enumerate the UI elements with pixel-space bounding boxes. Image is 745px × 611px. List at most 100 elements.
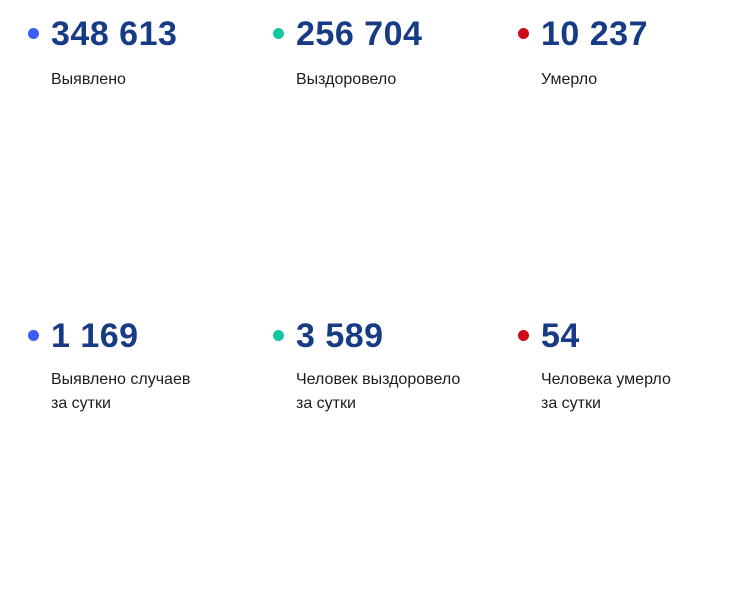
bar bbox=[573, 194, 579, 250]
blue-dot-icon bbox=[28, 28, 39, 39]
y-tick-label: 0 bbox=[274, 569, 279, 579]
bar bbox=[146, 143, 150, 250]
bar bbox=[348, 520, 354, 573]
red-dot-icon bbox=[518, 28, 529, 39]
bar bbox=[317, 537, 322, 573]
bar bbox=[195, 535, 201, 573]
bar bbox=[438, 524, 443, 573]
bar bbox=[392, 177, 396, 250]
bar bbox=[647, 508, 652, 573]
bar bbox=[401, 527, 406, 573]
bar bbox=[91, 152, 95, 250]
bar bbox=[377, 180, 381, 250]
bar bbox=[66, 157, 70, 250]
bar bbox=[626, 189, 631, 250]
y-tick-label: 100 bbox=[508, 442, 523, 452]
bar bbox=[91, 475, 97, 573]
bar bbox=[327, 541, 333, 573]
bar bbox=[631, 189, 636, 250]
bar bbox=[301, 526, 306, 573]
deaths-total-value: 10 237 bbox=[541, 15, 648, 53]
bar bbox=[679, 185, 684, 250]
x-tick-label-start: 12 ЯНВАРЯ bbox=[27, 263, 77, 273]
bar bbox=[637, 188, 642, 250]
bar bbox=[347, 185, 351, 250]
cases-total-label: Выявлено bbox=[51, 71, 126, 88]
bar bbox=[97, 477, 104, 573]
y-tick-label: 400 K bbox=[15, 119, 39, 129]
bar bbox=[291, 529, 296, 573]
bar bbox=[312, 523, 317, 573]
bar bbox=[342, 186, 346, 250]
bar bbox=[364, 542, 369, 573]
bar bbox=[312, 192, 316, 250]
bar bbox=[641, 491, 646, 573]
bar bbox=[584, 193, 589, 250]
bar bbox=[65, 468, 71, 573]
bar bbox=[615, 484, 620, 573]
recovered-daily-label-line1: Человек выздоровело bbox=[296, 371, 461, 388]
y-tick-label: 200 K bbox=[261, 183, 285, 193]
bar bbox=[427, 542, 433, 573]
bar bbox=[302, 194, 306, 250]
bar bbox=[417, 529, 422, 573]
bar bbox=[56, 160, 60, 250]
x-tick-label-start: 12 ЯНВАРЯ bbox=[516, 263, 566, 273]
y-tick-label: 0 bbox=[280, 246, 285, 256]
bar bbox=[149, 523, 156, 573]
bar bbox=[372, 181, 376, 250]
bar bbox=[136, 495, 143, 573]
bar bbox=[51, 161, 55, 250]
bar bbox=[296, 528, 301, 573]
bar bbox=[540, 468, 545, 573]
x-tick-label-start: 12 ЯНВАРЯ bbox=[275, 263, 325, 273]
red-dot-icon bbox=[518, 330, 529, 341]
bar bbox=[191, 139, 195, 250]
bar bbox=[396, 532, 401, 573]
bar bbox=[599, 500, 604, 573]
bar bbox=[176, 140, 180, 250]
bar bbox=[684, 495, 689, 573]
bar bbox=[588, 484, 593, 573]
bar bbox=[558, 195, 563, 250]
bar bbox=[397, 176, 401, 250]
bar bbox=[101, 150, 105, 250]
cases-daily-label-line1: Выявлено случаев bbox=[51, 371, 191, 388]
bar bbox=[673, 185, 679, 250]
bar bbox=[658, 187, 663, 250]
bar bbox=[343, 514, 348, 573]
recovered-total-value: 256 704 bbox=[296, 15, 423, 53]
bar bbox=[86, 153, 90, 250]
bar bbox=[568, 194, 573, 250]
bar bbox=[545, 486, 550, 573]
bar bbox=[141, 144, 145, 250]
bar bbox=[71, 468, 78, 573]
bar bbox=[338, 519, 343, 573]
bar bbox=[156, 142, 160, 250]
deaths-daily-value: 54 bbox=[541, 317, 580, 355]
y-tick-label: 0 bbox=[22, 569, 27, 579]
bar bbox=[322, 190, 326, 250]
x-tick-label-end: 10 ФЕВРАЛЯ bbox=[170, 586, 225, 596]
bar bbox=[84, 474, 91, 573]
bar bbox=[111, 149, 115, 250]
bar bbox=[117, 515, 123, 573]
bar bbox=[594, 192, 600, 250]
y-tick-label: 2 K bbox=[13, 506, 27, 516]
bar bbox=[673, 524, 678, 573]
bar bbox=[689, 185, 694, 250]
y-tick-label: 50 bbox=[513, 506, 523, 516]
bar bbox=[442, 168, 446, 250]
bar bbox=[171, 140, 175, 250]
bar bbox=[616, 190, 621, 250]
y-tick-label: 10 K bbox=[506, 183, 525, 193]
bar bbox=[652, 187, 658, 250]
x-tick-label-start: 13 ЯНВАРЯ bbox=[515, 586, 565, 596]
bar bbox=[322, 557, 327, 573]
bar bbox=[39, 479, 45, 573]
bar bbox=[542, 196, 547, 250]
x-tick-label-end: 10 ФЕВРАЛЯ bbox=[665, 586, 720, 596]
bar bbox=[76, 155, 80, 250]
bar bbox=[642, 188, 647, 250]
y-tick-label: 200 K bbox=[15, 183, 39, 193]
